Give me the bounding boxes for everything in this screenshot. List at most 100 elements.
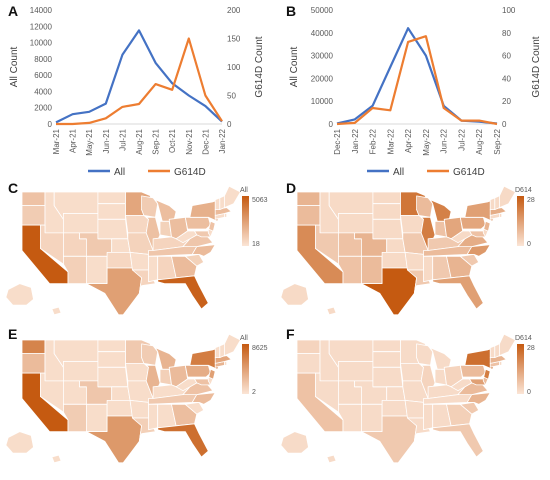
panel-label-f: F [286, 326, 295, 342]
us-map-c: All 5063 18 [5, 185, 268, 316]
state-ri [223, 213, 228, 218]
state-ne [372, 366, 404, 388]
state-ak [280, 431, 309, 454]
state-wy [63, 213, 99, 234]
state-nm [86, 403, 108, 432]
state-ks [386, 386, 406, 401]
y2-tick-label: 200 [227, 6, 241, 15]
state-md [469, 230, 487, 238]
state-nd [97, 339, 126, 353]
x-tick-label: Aug-22 [475, 128, 484, 154]
y2-tick-label: 150 [227, 35, 241, 44]
y-tick-label: 30000 [311, 52, 334, 61]
state-mi [154, 347, 177, 370]
series-line-all [55, 29, 223, 124]
state-me [498, 185, 516, 209]
y2-tick-label: 80 [502, 29, 511, 38]
series-line-all [336, 27, 498, 125]
legend-label: All [393, 167, 404, 178]
state-ri [498, 213, 503, 218]
x-tick-label: Sep-21 [152, 128, 161, 154]
x-tick-label: Jul-22 [457, 128, 466, 150]
x-tick-label: Jan-22 [218, 128, 227, 153]
state-de [207, 376, 214, 386]
state-or [21, 205, 46, 226]
state-sc [459, 254, 480, 267]
x-tick-label: Oct-21 [168, 128, 177, 153]
y-tick-label: 0 [48, 120, 53, 129]
x-tick-label: Aug-21 [135, 128, 144, 154]
y2-tick-label: 20 [502, 97, 511, 106]
state-nd [372, 339, 401, 353]
x-tick-label: Jan-22 [351, 128, 360, 153]
us-map-e: All 8625 2 [5, 333, 268, 464]
y-tick-label: 12000 [30, 22, 53, 31]
legend-label: G614D [174, 167, 206, 178]
state-hi [51, 306, 62, 316]
state-wy [338, 361, 374, 382]
state-ms [423, 255, 434, 283]
state-ne [97, 366, 129, 388]
state-ak [280, 283, 309, 306]
state-ga [171, 255, 198, 279]
y2-tick-label: 60 [502, 52, 511, 61]
state-me [223, 185, 241, 209]
y-tick-label: 8000 [34, 55, 52, 64]
state-wi [416, 195, 434, 218]
state-ms [148, 255, 159, 283]
x-tick-label: Dec-21 [333, 128, 342, 154]
map-legend-gradient [242, 196, 249, 246]
map-legend-gradient [517, 196, 524, 246]
x-tick-label: Nov-21 [185, 128, 194, 154]
state-or [296, 205, 321, 226]
state-ne [372, 218, 404, 240]
y-tick-label: 40000 [311, 29, 334, 38]
y-axis-title: All Count [289, 46, 300, 87]
map-legend-gradient [517, 344, 524, 394]
state-ok [381, 252, 408, 269]
state-sc [184, 402, 205, 415]
state-mi [154, 199, 177, 222]
state-fl [157, 275, 209, 310]
state-hi [326, 454, 337, 464]
panel-label-e: E [8, 326, 18, 342]
state-wi [141, 343, 159, 366]
state-wa [21, 339, 46, 355]
x-tick-label: Apr-21 [69, 128, 78, 153]
state-ar [404, 400, 424, 419]
state-ak [5, 431, 34, 454]
legend-label: G614D [453, 167, 485, 178]
y-tick-label: 6000 [34, 71, 52, 80]
map-legend-title: D614 [515, 187, 532, 194]
x-tick-label: May-22 [422, 128, 431, 155]
state-sd [372, 351, 401, 368]
state-ri [498, 361, 503, 366]
state-ms [423, 403, 434, 431]
us-map-f: D614 28 0 [280, 333, 535, 464]
state-me [223, 333, 241, 357]
y2-tick-label: 40 [502, 74, 511, 83]
state-vt [489, 197, 496, 211]
state-hi [51, 454, 62, 464]
y-tick-label: 50000 [311, 6, 334, 15]
map-legend-max: 5063 [252, 197, 268, 204]
state-wi [141, 195, 159, 218]
x-tick-label: Mar-21 [52, 128, 61, 154]
state-ks [111, 386, 131, 401]
state-me [498, 333, 516, 357]
state-ga [446, 255, 473, 279]
state-ok [106, 400, 133, 417]
state-ok [106, 252, 133, 269]
x-tick-label: Apr-22 [404, 128, 413, 153]
state-ar [404, 252, 424, 271]
state-nd [372, 191, 401, 205]
x-tick-label: Jun-22 [440, 128, 449, 153]
y-axis-title: All Count [9, 46, 20, 87]
panel-label-d: D [286, 180, 297, 196]
state-vt [489, 345, 496, 359]
x-tick-label: Jun-21 [102, 128, 111, 153]
state-vt [214, 197, 221, 211]
state-md [194, 230, 212, 238]
state-mi [429, 347, 452, 370]
y-tick-label: 2000 [34, 104, 52, 113]
